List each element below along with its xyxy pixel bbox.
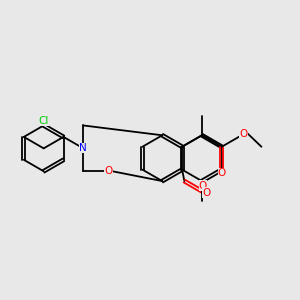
- Text: O: O: [104, 166, 112, 176]
- Text: O: O: [199, 181, 207, 190]
- Text: N: N: [80, 143, 87, 153]
- Text: O: O: [239, 129, 248, 139]
- Text: O: O: [218, 168, 226, 178]
- Text: O: O: [202, 188, 210, 197]
- Text: Cl: Cl: [38, 116, 49, 126]
